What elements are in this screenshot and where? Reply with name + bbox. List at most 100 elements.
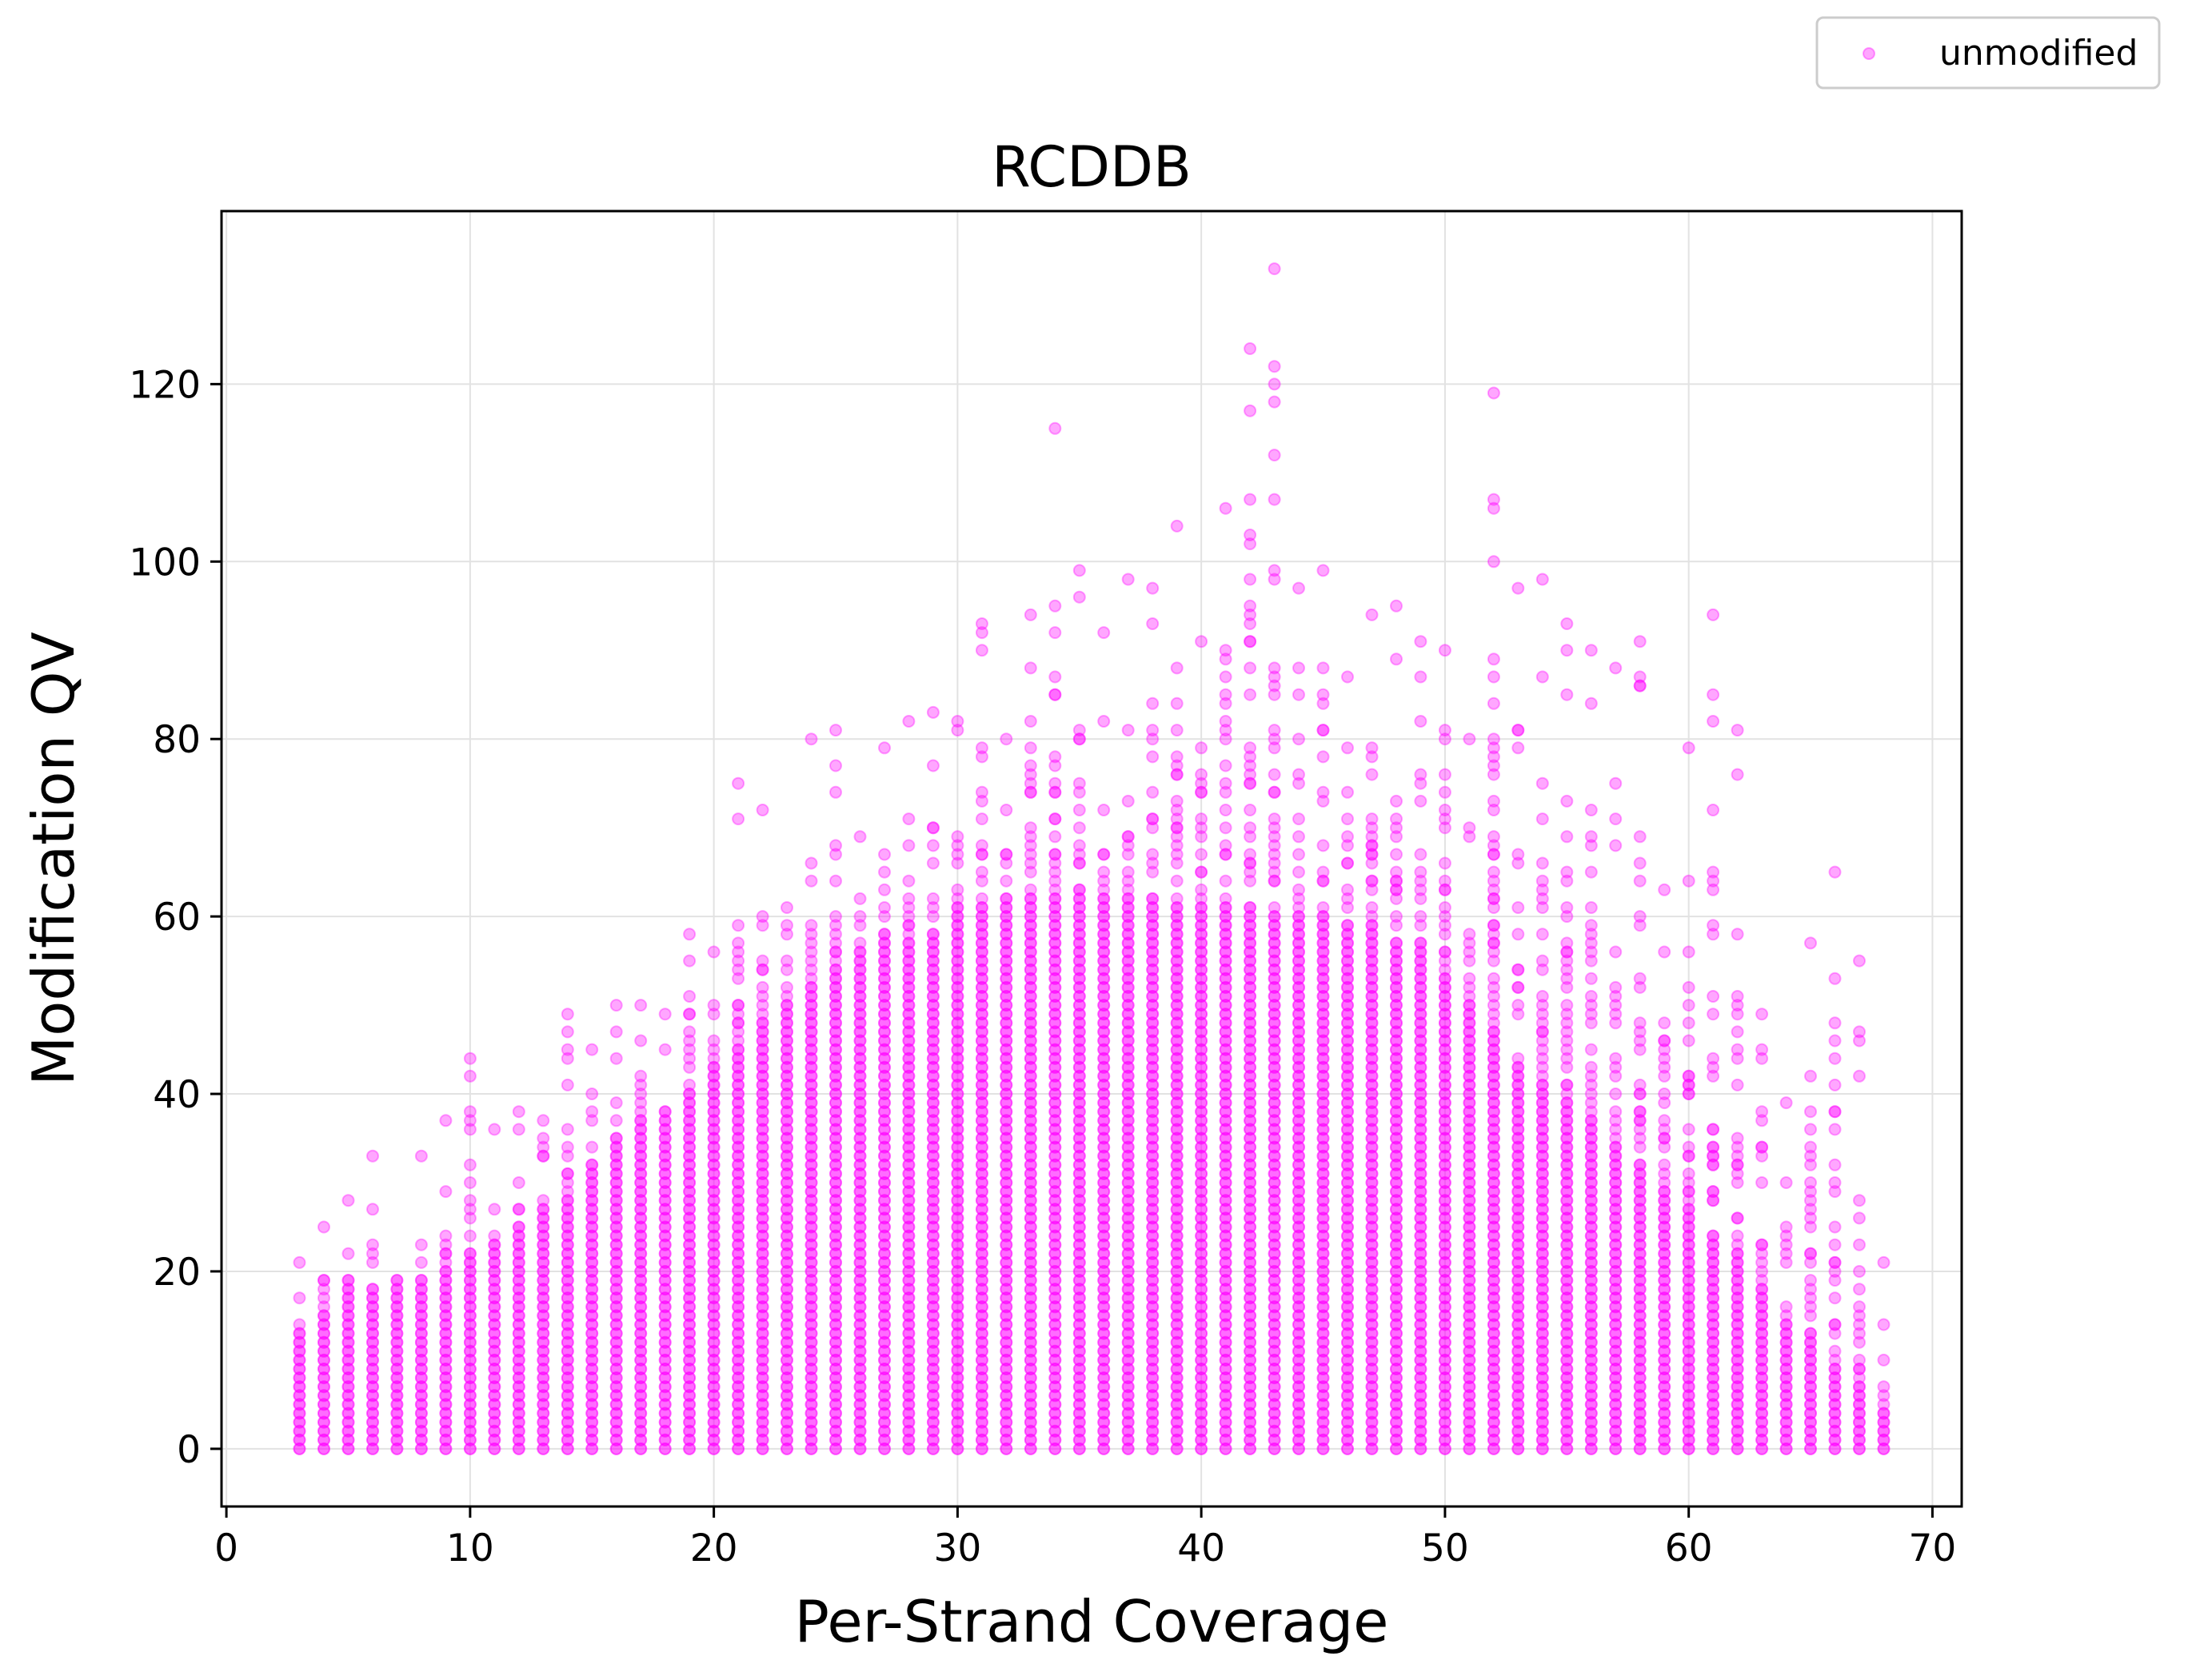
scatter-point [1024, 715, 1037, 728]
scatter-point [537, 1398, 550, 1411]
scatter-point [1341, 741, 1354, 755]
scatter-point [317, 1274, 330, 1287]
scatter-point [781, 919, 793, 932]
scatter-point [512, 1309, 525, 1323]
scatter-point [390, 1309, 404, 1323]
scatter-point [512, 1318, 525, 1331]
scatter-point [537, 1131, 550, 1145]
scatter-point [829, 724, 842, 737]
scatter-point [317, 1344, 330, 1358]
scatter-point [1121, 794, 1135, 808]
scatter-point [463, 1433, 477, 1447]
scatter-point [1219, 715, 1232, 728]
scatter-point [488, 1442, 501, 1455]
scatter-point [341, 1424, 355, 1438]
scatter-point [341, 1247, 355, 1260]
scatter-point [439, 1415, 453, 1429]
scatter-point [488, 1283, 501, 1296]
scatter-point [293, 1363, 306, 1375]
scatter-point [317, 1433, 330, 1447]
scatter-point [463, 1442, 477, 1455]
scatter-point [1341, 919, 1354, 932]
scatter-point [341, 1389, 355, 1403]
scatter-point [463, 1424, 477, 1438]
scatter-point [341, 1344, 355, 1358]
scatter-point [439, 1442, 453, 1455]
scatter-point [1268, 661, 1281, 675]
scatter-point [317, 1424, 330, 1438]
scatter-point [341, 1274, 355, 1287]
scatter-point [317, 1371, 330, 1385]
scatter-point [951, 883, 964, 896]
scatter-point [293, 1442, 306, 1455]
scatter-point [414, 1442, 428, 1455]
scatter-point [390, 1335, 404, 1349]
scatter-point [512, 1353, 525, 1367]
scatter-point [390, 1309, 404, 1323]
scatter-point [366, 1433, 379, 1447]
scatter-point [293, 1255, 306, 1269]
scatter-point [366, 1442, 379, 1455]
scatter-point [561, 1123, 574, 1136]
scatter-point [1195, 865, 1208, 879]
scatter-point [488, 1371, 501, 1385]
scatter-point [414, 1300, 428, 1314]
scatter-point [317, 1407, 330, 1420]
scatter-point [488, 1407, 501, 1420]
scatter-point [683, 954, 697, 968]
scatter-point [366, 1335, 379, 1349]
scatter-point [658, 1008, 672, 1021]
scatter-point [293, 1371, 306, 1385]
scatter-point [561, 1140, 574, 1154]
scatter-point [341, 1300, 355, 1314]
scatter-point [463, 1255, 477, 1269]
scatter-point [341, 1363, 355, 1375]
scatter-point [414, 1363, 428, 1375]
scatter-point [488, 1335, 501, 1349]
scatter-point [414, 1407, 428, 1420]
scatter-point [537, 1433, 550, 1447]
scatter-point [414, 1274, 428, 1287]
scatter-point [1170, 750, 1184, 764]
scatter-point [512, 1353, 525, 1367]
scatter-point [512, 1327, 525, 1340]
scatter-point [537, 1407, 550, 1420]
scatter-point [1121, 573, 1135, 586]
scatter-point [1097, 804, 1111, 816]
scatter-point [951, 715, 964, 728]
scatter-point [512, 1255, 525, 1269]
scatter-point [317, 1327, 330, 1340]
scatter-point [341, 1309, 355, 1323]
scatter-point [488, 1344, 501, 1358]
scatter-point [414, 1433, 428, 1447]
scatter-point [1390, 812, 1403, 826]
scatter-point [439, 1255, 453, 1269]
scatter-point [390, 1300, 404, 1314]
scatter-point [1195, 635, 1208, 648]
scatter-point [366, 1309, 379, 1323]
scatter-point [1365, 812, 1379, 826]
scatter-point [1365, 608, 1379, 621]
scatter-point [1244, 529, 1257, 541]
scatter-point [439, 1353, 453, 1367]
scatter-point [1219, 839, 1232, 852]
scatter-point [293, 1389, 306, 1403]
scatter-point [366, 1380, 379, 1394]
scatter-point [439, 1442, 453, 1455]
scatter-point [1195, 741, 1208, 755]
scatter-point [512, 1442, 525, 1455]
scatter-point [585, 1140, 599, 1154]
scatter-point [293, 1398, 306, 1411]
scatter-point [366, 1327, 379, 1340]
scatter-point [1292, 688, 1305, 701]
scatter-point [463, 1335, 477, 1349]
scatter-point [390, 1335, 404, 1349]
scatter-point [317, 1389, 330, 1403]
scatter-point [1268, 812, 1281, 826]
scatter-point [512, 1344, 525, 1358]
scatter-point [488, 1335, 501, 1349]
scatter-point [463, 1291, 477, 1305]
scatter-point [781, 901, 793, 914]
scatter-point [366, 1291, 379, 1305]
scatter-point [609, 1051, 623, 1065]
